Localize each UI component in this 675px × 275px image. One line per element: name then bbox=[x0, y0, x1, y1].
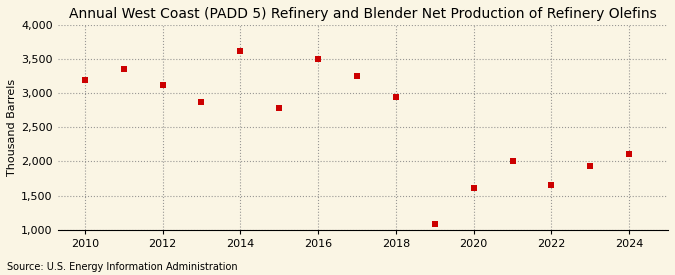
Point bbox=[80, 77, 90, 82]
Point bbox=[157, 83, 168, 87]
Point bbox=[118, 67, 129, 72]
Point bbox=[352, 74, 362, 78]
Point bbox=[507, 159, 518, 164]
Point bbox=[624, 152, 634, 156]
Point bbox=[546, 183, 557, 188]
Point bbox=[468, 186, 479, 190]
Point bbox=[585, 163, 596, 168]
Y-axis label: Thousand Barrels: Thousand Barrels bbox=[7, 79, 17, 176]
Text: Source: U.S. Energy Information Administration: Source: U.S. Energy Information Administ… bbox=[7, 262, 238, 272]
Point bbox=[235, 49, 246, 53]
Point bbox=[274, 106, 285, 110]
Point bbox=[429, 222, 440, 227]
Point bbox=[390, 94, 401, 99]
Point bbox=[313, 57, 323, 61]
Point bbox=[196, 100, 207, 104]
Title: Annual West Coast (PADD 5) Refinery and Blender Net Production of Refinery Olefi: Annual West Coast (PADD 5) Refinery and … bbox=[69, 7, 657, 21]
